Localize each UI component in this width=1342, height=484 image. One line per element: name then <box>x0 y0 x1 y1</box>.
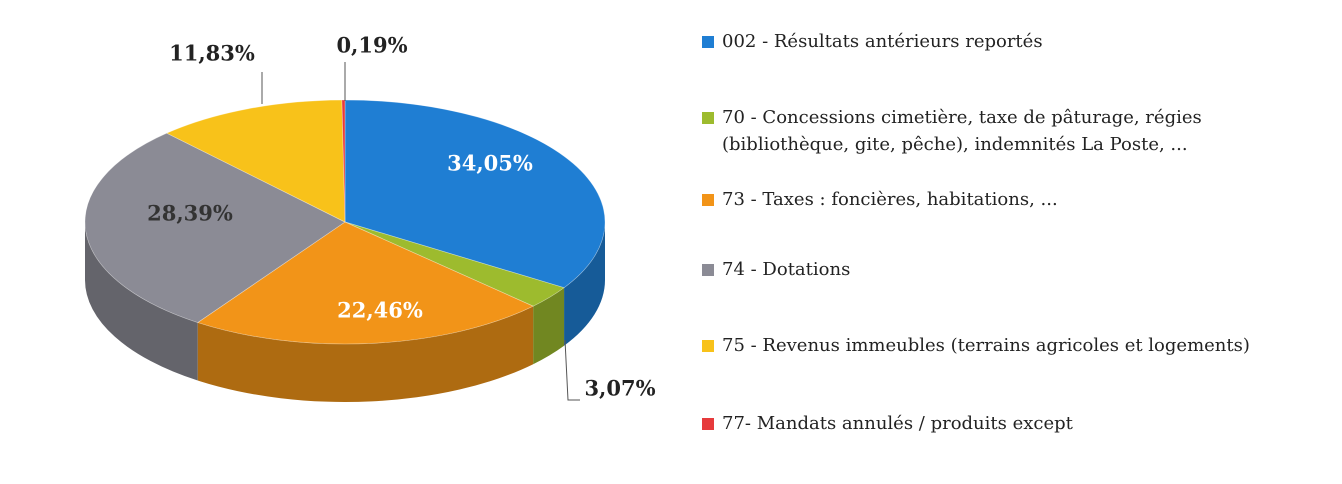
legend-label: 002 - Résultats antérieurs reportés <box>722 31 1043 52</box>
slice-side <box>197 306 534 402</box>
legend-label: 70 - Concessions cimetière, taxe de pâtu… <box>722 107 1202 155</box>
slice-side <box>564 222 605 346</box>
legend-item: 73 - Taxes : foncières, habitations, ... <box>700 186 1330 213</box>
slice <box>84 132 346 323</box>
legend-label: 77- Mandats annulés / produits except <box>722 413 1073 434</box>
slice <box>165 99 346 223</box>
slice-side <box>85 222 198 381</box>
legend-swatch <box>702 418 714 430</box>
legend-item: 002 - Résultats antérieurs reportés <box>700 28 1330 55</box>
legend-label: 75 - Revenus immeubles (terrains agricol… <box>722 335 1250 356</box>
pie-chart: 34,05% 3,07% 22,46% 28,39% 11,83% 0,19% <box>84 33 656 402</box>
legend-swatch <box>702 36 714 48</box>
leader-line <box>564 339 580 401</box>
data-label: 3,07% <box>584 376 655 401</box>
legend-item: 75 - Revenus immeubles (terrains agricol… <box>700 332 1330 359</box>
data-label: 34,05% <box>447 151 533 176</box>
legend-item: 74 - Dotations <box>700 256 1330 283</box>
legend-swatch <box>702 264 714 276</box>
data-label: 22,46% <box>337 298 423 323</box>
legend-item: 70 - Concessions cimetière, taxe de pâtu… <box>700 104 1330 158</box>
slice <box>344 99 606 289</box>
legend-item: 77- Mandats annulés / produits except <box>700 410 1330 437</box>
legend-swatch <box>702 112 714 124</box>
data-label: 11,83% <box>169 41 255 66</box>
data-label: 28,39% <box>147 201 233 226</box>
data-label: 0,19% <box>336 33 407 58</box>
slice <box>196 221 534 345</box>
slice <box>344 221 565 307</box>
legend-swatch <box>702 194 714 206</box>
legend-label: 73 - Taxes : foncières, habitations, ... <box>722 189 1058 210</box>
slice-side <box>533 287 565 365</box>
legend-label: 74 - Dotations <box>722 259 851 280</box>
legend-swatch <box>702 340 714 352</box>
